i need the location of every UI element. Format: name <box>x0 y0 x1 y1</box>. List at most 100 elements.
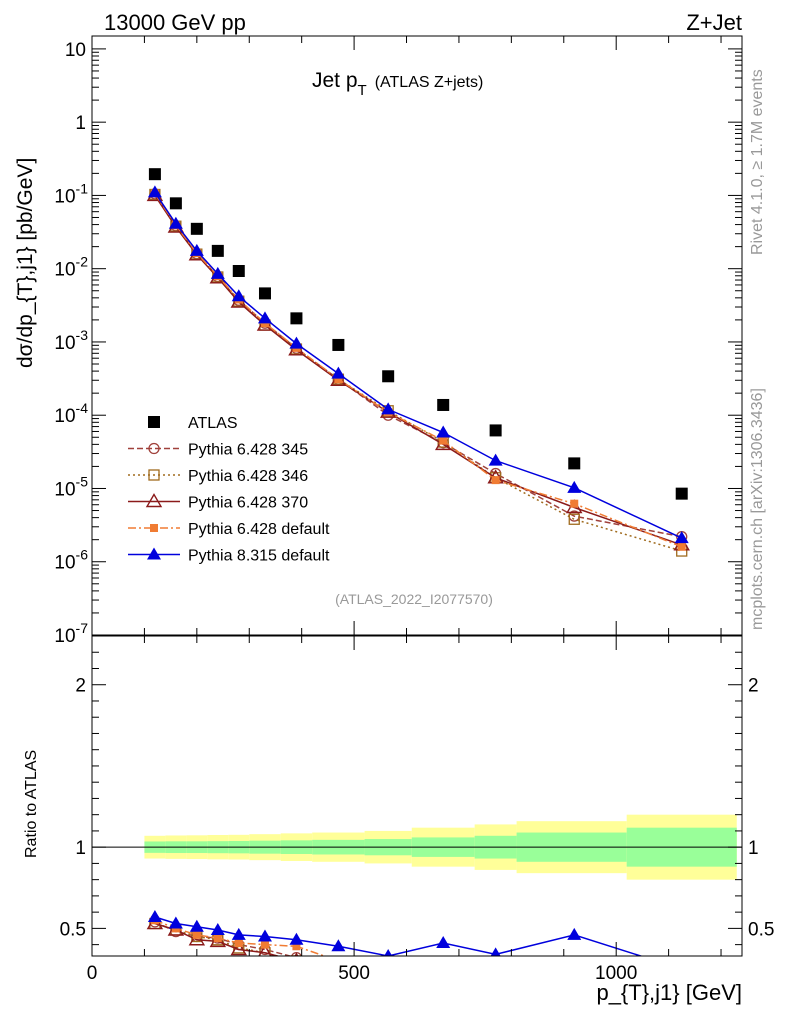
ratio-series-pythia-8-315-default <box>147 910 689 974</box>
ratio-y-tick-label-right: 0.5 <box>748 919 774 940</box>
ratio-frame <box>91 635 743 957</box>
x-tick-label: 500 <box>338 963 370 984</box>
ratio-point <box>331 939 346 952</box>
data-point <box>148 168 161 181</box>
legend-marker <box>148 416 160 428</box>
plot-title: Jet pT (ATLAS Z+jets) <box>312 69 483 99</box>
legend-entry: Pythia 8.315 default <box>128 547 330 565</box>
data-point <box>568 513 580 525</box>
series-pythia-6-428-345 <box>149 188 688 543</box>
analysis-label: (ATLAS_2022_I2077570) <box>335 591 493 607</box>
ratio-line <box>154 922 281 956</box>
legend-label: Pythia 6.428 346 <box>188 468 308 485</box>
data-point <box>568 457 581 470</box>
data-point <box>189 243 204 256</box>
ratio-point <box>189 919 204 932</box>
ratio-y-tick-label-left: 1 <box>75 838 86 859</box>
header-left: 13000 GeV pp <box>104 10 246 35</box>
legend-label: ATLAS <box>188 415 238 432</box>
header-right: Z+Jet <box>686 10 742 35</box>
ratio-point <box>192 930 201 939</box>
x-axis-label: p_{T},j1} [GeV] <box>596 980 742 1005</box>
series-line <box>154 194 682 546</box>
data-point <box>290 312 303 325</box>
data-point <box>570 499 579 508</box>
data-point <box>169 197 182 210</box>
data-point <box>257 311 272 324</box>
data-point <box>675 487 688 500</box>
data-point <box>332 338 345 351</box>
ratio-point <box>231 927 246 940</box>
x-tick-label: 0 <box>87 963 98 984</box>
y-tick-label: 10-7 <box>54 620 88 647</box>
y-tick-label: 10-3 <box>54 327 88 354</box>
legend-marker <box>150 524 158 532</box>
x-tick-label: 1000 <box>595 963 637 984</box>
data-point <box>231 289 246 302</box>
ratio-point <box>210 923 225 936</box>
data-point <box>232 264 245 277</box>
data-point <box>331 366 346 379</box>
ratio-point <box>168 916 183 929</box>
data-point <box>258 287 271 300</box>
data-point <box>334 375 343 384</box>
ratio-point <box>384 949 393 956</box>
y-tick-label: 10-5 <box>54 473 88 500</box>
data-point <box>677 542 686 551</box>
legend-entry: ATLAS <box>148 415 238 432</box>
data-point <box>147 185 162 198</box>
data-point <box>190 222 203 235</box>
data-point <box>489 424 502 437</box>
series-pythia-8-315-default <box>147 185 689 544</box>
ratio-line <box>154 922 281 956</box>
ratio-line <box>154 921 294 956</box>
ratio-point <box>436 936 451 949</box>
ratio-point <box>260 940 269 949</box>
ratio-point <box>289 932 304 945</box>
legend-label: Pythia 8.315 default <box>188 548 330 565</box>
y-tick-label: 1 <box>75 113 86 134</box>
series-line <box>154 193 682 538</box>
data-point <box>437 398 450 411</box>
y-tick-label: 10-2 <box>54 254 88 281</box>
data-point <box>567 480 582 493</box>
ratio-series-group <box>146 910 689 974</box>
ratio-point <box>258 944 272 956</box>
data-point <box>211 244 224 257</box>
legend-entry: Pythia 6.428 346 <box>128 468 308 485</box>
y-tick-label: 10-1 <box>54 180 88 207</box>
legend-label: Pythia 6.428 345 <box>188 442 308 459</box>
legend-marker <box>147 547 161 560</box>
data-point <box>674 531 689 544</box>
ratio-point <box>257 929 272 942</box>
legend-marker <box>148 469 160 481</box>
legend-label: Pythia 6.428 default <box>188 521 330 538</box>
ratio-point <box>567 927 582 940</box>
rivet-version-label: Rivet 4.1.0, ≥ 1.7M events <box>749 69 766 255</box>
ratio-ylabel: Ratio to ATLAS <box>23 750 40 858</box>
data-point <box>491 476 500 485</box>
ratio-point <box>290 955 303 956</box>
main-panel: 10 1 10-1 10-2 10-3 10-4 10-5 10-6 10-7 ATLAS Pyth… <box>54 35 743 647</box>
ratio-y-tick-label-left: 0.5 <box>60 919 86 940</box>
main-frame <box>91 35 743 636</box>
legend-label: Pythia 6.428 370 <box>188 495 308 512</box>
mcplots-label: mcplots.cern.ch [arXiv:1306.3436] <box>749 388 766 630</box>
ratio-panel: 0.5 0.5 1 1 2 2 0 500 1000 <box>60 635 774 984</box>
ratio-line <box>154 919 327 956</box>
ratio-point <box>292 942 301 951</box>
ratio-point <box>230 941 247 956</box>
y-tick-label: 10 <box>65 40 86 61</box>
data-point <box>289 336 304 349</box>
ratio-y-tick-label-right: 1 <box>748 838 759 859</box>
y-tick-label: 10-6 <box>54 547 88 574</box>
legend-marker <box>148 442 160 455</box>
legend-marker <box>145 493 163 508</box>
data-point <box>381 402 396 415</box>
data-point <box>382 370 395 383</box>
ratio-point <box>675 962 689 974</box>
data-point <box>488 453 503 466</box>
series-atlas <box>148 168 688 500</box>
ratio-point <box>147 910 162 923</box>
